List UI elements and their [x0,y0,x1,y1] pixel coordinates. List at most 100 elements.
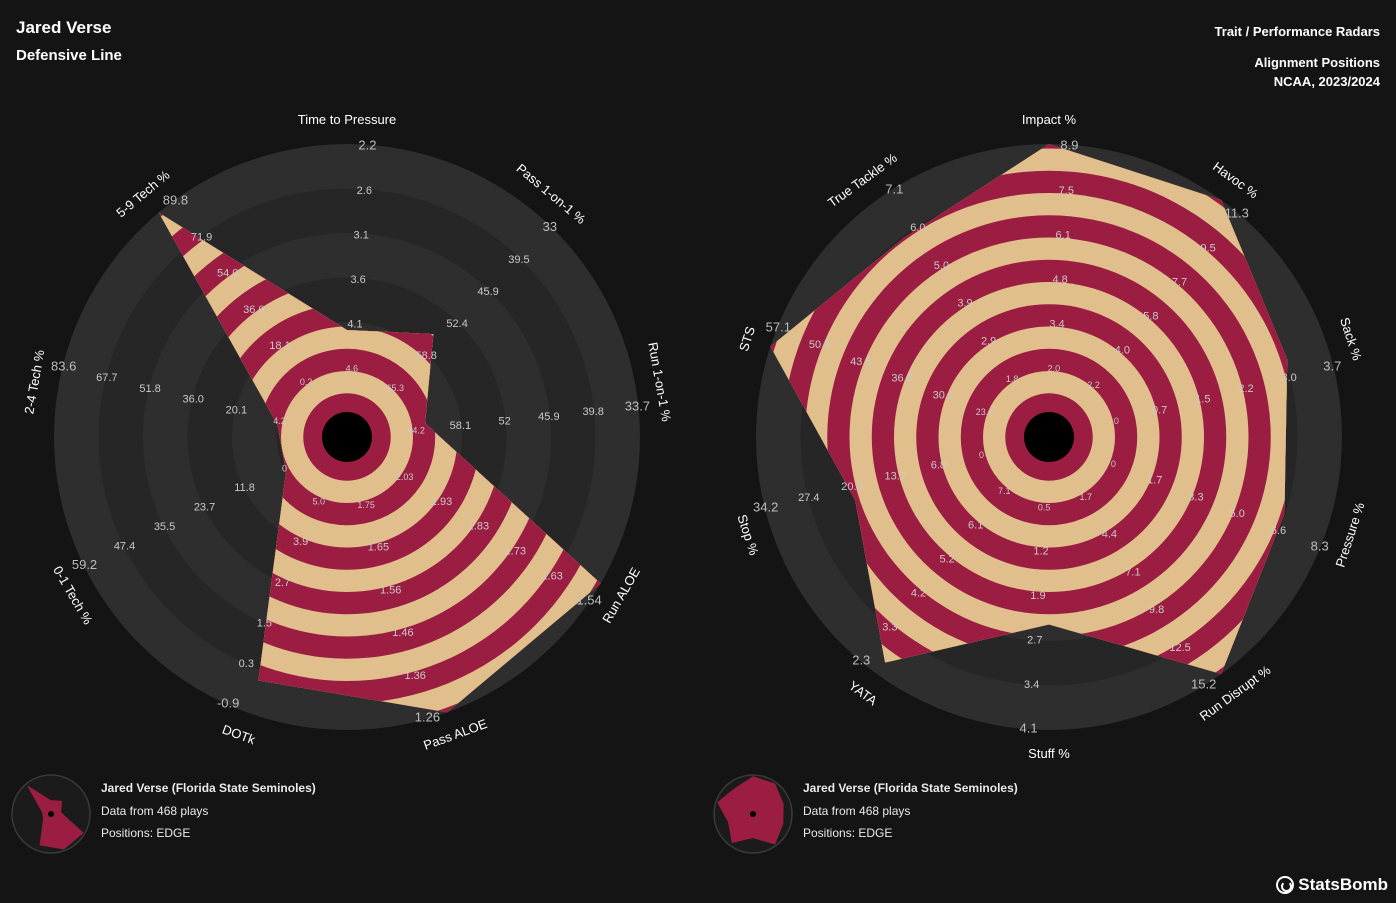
axis-label: DOTk [220,722,257,748]
tick-label: 5.0 [934,260,949,272]
tick-label: 51.8 [139,383,160,395]
tick-label: 1.2 [1033,546,1048,558]
tick-label: 6.8 [931,460,946,472]
tick-label: 1.65 [368,542,389,554]
tick-label: 3.3 [882,622,897,634]
value-area [770,144,1288,675]
tick-label: 36.0 [243,304,264,316]
tick-label: 39.8 [582,406,603,418]
tick-label: 11.3 [1225,205,1249,220]
tick-label: 2.6 [357,185,372,197]
tick-label: 1.93 [431,496,452,508]
tick-label: 36.0 [183,394,204,406]
header-left: Jared Verse Defensive Line [16,18,122,64]
tick-label: 34.2 [753,500,778,515]
tick-label: 3.1 [354,229,369,241]
tick-label: 4.2 [911,587,926,599]
tick-label: 4.2 [273,416,286,426]
tick-label: 0 [1114,416,1119,426]
tick-label: 1.5 [257,617,272,629]
tick-label: 1.8 [1006,374,1019,384]
tick-label: 3.9 [957,298,972,310]
tick-label: 3.3 [1188,491,1203,503]
tick-label: 57.1 [766,320,791,335]
center-hole [1024,412,1074,462]
tick-label: 4.1 [347,318,362,330]
tick-label: 7.1 [998,486,1011,496]
tick-label: 1.63 [541,570,562,582]
axis-label: STS [736,324,758,353]
axis-label: Havoc % [1210,159,1261,202]
radar-performance: 8.9 7.5 6.1 4.8 3.4 2.0 11.3 9.5 7.7 5.8 4.0 2.2 3.7… [734,112,1367,761]
axis-label: Pressure % [1332,500,1367,569]
tick-label: 6.1 [1056,229,1071,241]
tick-label: 5.0 [312,496,325,506]
tick-label: 64.2 [407,426,425,436]
tick-label: 1.36 [404,670,425,682]
tick-label: 1.9 [1030,590,1045,602]
tick-label: 2.3 [852,653,870,668]
player-name: Jared Verse [16,18,112,37]
tick-label: 1.73 [505,546,526,558]
radar-subtitle: Alignment Positions [1254,55,1380,70]
radar-type-title: Trait / Performance Radars [1214,24,1380,39]
tick-label: 52 [499,415,511,427]
header-right: Trait / Performance Radars Alignment Pos… [1215,24,1380,97]
tick-label: -0.9 [217,696,239,711]
tick-label: 23.3 [976,407,994,417]
tick-label: 7.7 [1172,277,1187,289]
tick-label: 43.6 [850,356,871,368]
tick-label: 33 [543,219,557,234]
statsbomb-logo: StatsBomb [1276,875,1388,895]
axis-label: Sack % [1337,316,1365,363]
tick-label: 8.9 [1060,138,1078,153]
tick-label: 0.5 [1038,502,1051,512]
tick-label: 4.0 [1115,345,1130,357]
tick-label: 45.9 [477,286,498,298]
tick-label: 20.5 [841,481,862,493]
tick-label: 7.1 [885,181,903,196]
tick-label: 1.83 [468,521,489,533]
tick-label: 83.6 [51,358,76,373]
competition-season: NCAA, 2023/2024 [1273,74,1380,89]
tick-label: 3.6 [350,274,365,286]
tick-label: 65.3 [387,383,405,393]
tick-label: 58.1 [450,420,471,432]
tick-label: 20.1 [226,404,247,416]
tick-label: 36.8 [891,373,912,385]
tick-label: 2.7 [275,577,290,589]
legend-mini-radar [713,774,793,854]
tick-label: 6.1 [968,519,983,531]
tick-label: 1.26 [415,710,440,725]
tick-label: 59.2 [72,557,97,572]
tick-label: 9.5 [1200,242,1215,254]
tick-label: 5.0 [1230,508,1245,520]
tick-label: 4.4 [1102,529,1117,541]
legend-positions: Positions: EDGE [101,826,191,840]
tick-label: 2.9 [981,335,996,347]
tick-label: 0.2 [300,377,313,387]
tick-label: 7.5 [1059,185,1074,197]
legend-left: Jared Verse (Florida State Seminoles) Da… [101,781,316,848]
tick-label: 27.4 [798,492,819,504]
radar-alignment: 2.2 2.6 3.1 3.6 4.1 4.6 33 39.5 45.9 52.4 58.8 65.3… [21,112,674,753]
tick-label: 11.8 [234,482,255,494]
tick-label: 13.7 [884,470,905,482]
tick-label: 35.5 [154,521,175,533]
tick-label: 1.56 [380,584,401,596]
tick-label: 1.7 [1080,492,1093,502]
legend-player-name: Jared Verse (Florida State Seminoles) [101,781,316,795]
tick-label: 5.8 [1143,311,1158,323]
legend-positions: Positions: EDGE [803,826,893,840]
tick-label: 1.5 [1195,394,1210,406]
tick-label: 2.7 [1027,635,1042,647]
tick-label: 3.4 [1049,318,1064,330]
tick-label: 50.3 [809,339,830,351]
tick-label: 4.6 [346,364,359,374]
tick-label: 1.7 [1147,475,1162,487]
statsbomb-icon [1276,876,1295,894]
tick-label: 67.7 [96,372,117,384]
brand-name: StatsBomb [1298,875,1388,894]
legend-mini-radar [11,774,91,854]
